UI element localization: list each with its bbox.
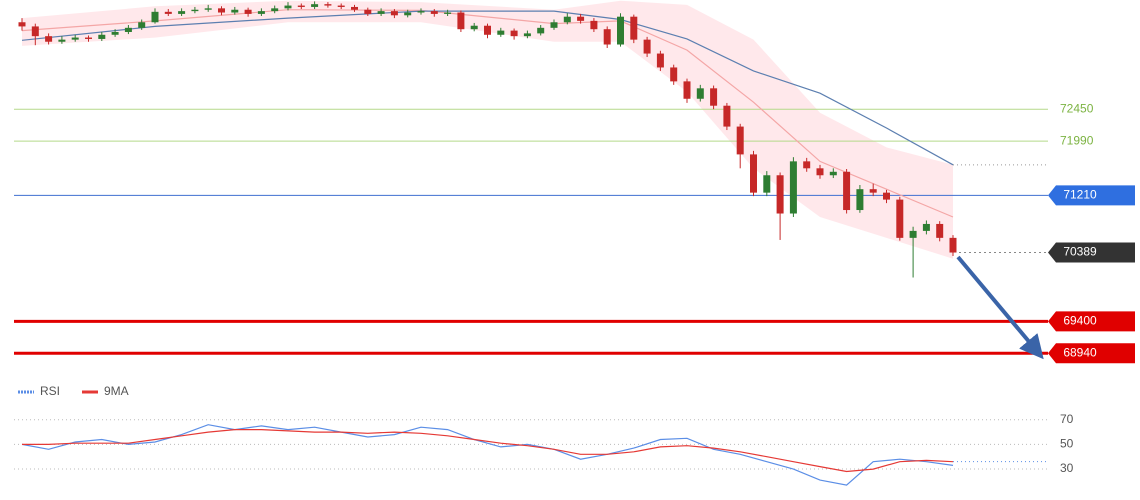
candle-body [510, 30, 518, 37]
candle-body [111, 31, 119, 35]
level-label: 71990 [1060, 133, 1094, 147]
candle-body [244, 9, 252, 14]
candle-body [204, 8, 212, 10]
rsi-pane: 30 50 70 RSI 9MA [14, 384, 1074, 486]
candle-body [909, 230, 917, 238]
candle-body [178, 11, 186, 14]
candle-body [922, 223, 930, 231]
candle-body [936, 223, 944, 238]
candle-body [763, 175, 771, 193]
level-label: 69400 [1063, 313, 1097, 327]
y-tick-label: 30 [1060, 461, 1074, 475]
candle-body [337, 5, 345, 7]
candle-body [630, 16, 638, 40]
candle-body [85, 37, 92, 39]
candle-body [710, 88, 718, 106]
candle-body [377, 11, 385, 14]
candle-body [457, 12, 465, 30]
candle-body [191, 9, 199, 12]
candle-body [98, 34, 106, 39]
candle-body [563, 16, 571, 23]
candle-body [497, 30, 505, 35]
candle-body [723, 105, 731, 127]
candle-body [776, 175, 784, 214]
candle-body [736, 126, 744, 155]
bollinger-band [22, 0, 953, 259]
candle-body [124, 27, 132, 32]
candle-body [523, 33, 531, 37]
candle-body [430, 11, 438, 14]
candle-body [670, 67, 678, 82]
candle-body [949, 237, 957, 253]
level-label: 72450 [1060, 101, 1094, 115]
candle-body [883, 192, 890, 200]
candle-body [164, 11, 172, 14]
candle-body [31, 26, 39, 37]
candle-body [643, 39, 651, 54]
candle-body [470, 25, 478, 30]
candle-body [351, 6, 358, 10]
level-label-box [1048, 185, 1135, 206]
candle-body [617, 16, 624, 45]
candle-body [71, 37, 79, 40]
candle-body [18, 22, 26, 27]
candle-body [484, 25, 491, 35]
indicator-line [21, 424, 954, 486]
legend-label: RSI [40, 384, 60, 398]
candle-body [603, 29, 611, 45]
level-label: 68940 [1063, 345, 1097, 359]
candle-body [231, 9, 239, 13]
candle-body [869, 189, 877, 193]
candle-body [297, 5, 305, 7]
indicator-line [22, 429, 954, 473]
candle-body [257, 11, 265, 14]
candle-body [404, 12, 412, 16]
level-label-box [1048, 343, 1135, 364]
price-pane: 72450 71990 71210 70389 69400 68940 [14, 0, 1135, 364]
level-label: 71210 [1063, 188, 1097, 202]
candle-body [45, 36, 53, 42]
candle-body [537, 27, 545, 34]
candle-body [218, 8, 225, 13]
candle-body [550, 22, 558, 28]
candle-body [271, 8, 279, 12]
candle-body [750, 154, 757, 193]
candle-body [656, 53, 664, 68]
candle-body [444, 12, 452, 14]
candle-body [417, 11, 425, 13]
legend-label: 9MA [104, 384, 129, 398]
candle-body [324, 4, 332, 6]
forecast-arrow [956, 255, 1044, 360]
candle-body [829, 171, 837, 176]
candle-body [803, 161, 811, 169]
candle-body [843, 171, 851, 211]
candle-body [151, 11, 159, 23]
candle-body [138, 22, 146, 28]
y-tick-label: 50 [1060, 437, 1074, 451]
candle-body [390, 11, 398, 16]
level-label: 70389 [1063, 245, 1097, 259]
candle-body [364, 9, 372, 14]
candle-body [789, 161, 797, 214]
level-label-box [1048, 311, 1135, 332]
candle-body [896, 199, 904, 238]
candle-body [590, 20, 598, 30]
candle-body [311, 4, 319, 7]
candle-body [696, 88, 704, 99]
candle-body [856, 189, 864, 211]
level-label-box [1048, 242, 1135, 263]
candle-body [577, 16, 585, 21]
y-tick-label: 70 [1060, 412, 1074, 426]
candle-body [683, 81, 691, 99]
candle-body [284, 5, 292, 9]
candle-body [816, 168, 824, 176]
candle-body [58, 39, 66, 42]
